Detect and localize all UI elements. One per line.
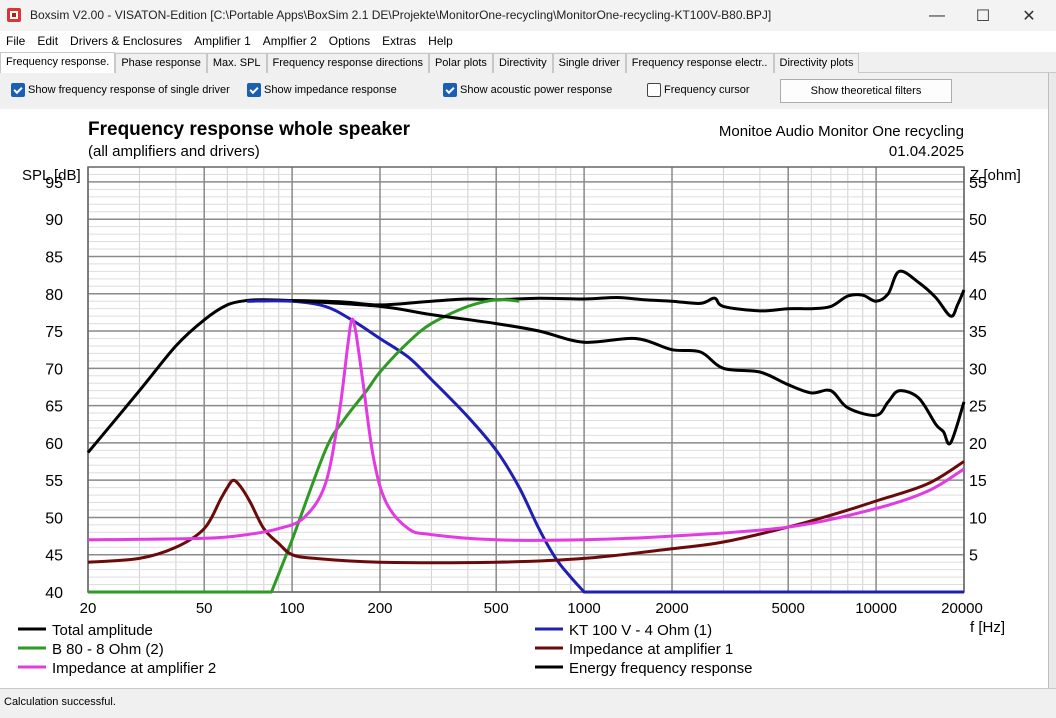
y-tick-right: 30 <box>969 361 987 378</box>
legend-label: B 80 - 8 Ohm (2) <box>52 641 164 658</box>
impedance-checkbox-label: Show impedance response <box>264 84 397 96</box>
acoustic-power-checkbox[interactable]: Show acoustic power response <box>443 83 612 97</box>
tab-frequency-response[interactable]: Frequency response. <box>0 52 116 74</box>
series-line-total-amplitude <box>86 269 966 454</box>
menu-help[interactable]: Help <box>428 34 453 48</box>
menu-amplifier-2[interactable]: Amplfier 2 <box>262 34 317 48</box>
tab-polar-plots[interactable]: Polar plots <box>428 53 493 73</box>
plot-frame <box>87 166 965 593</box>
x-tick: 1000 <box>567 600 600 617</box>
x-tick: 10000 <box>855 600 897 617</box>
x-tick: 500 <box>484 600 509 617</box>
menu-options[interactable]: Options <box>328 34 371 48</box>
tab-max-spl[interactable]: Max. SPL <box>206 53 267 73</box>
x-tick: 20000 <box>941 600 983 617</box>
y-tick-left: 80 <box>45 287 63 304</box>
y-tick-right: 5 <box>969 548 978 565</box>
tab-single-driver[interactable]: Single driver <box>552 53 626 73</box>
chart-title: Frequency response whole speaker <box>88 119 411 140</box>
x-axis-label: f [Hz] <box>970 619 1005 636</box>
y-tick-left: 55 <box>45 473 63 490</box>
tab-frequency-response-electr[interactable]: Frequency response electr.. <box>625 53 774 73</box>
y-tick-right: 35 <box>969 324 987 341</box>
tab-directivity[interactable]: Directivity <box>492 53 553 73</box>
title-bar: Boxsim V2.00 - VISATON-Edition [C:\Porta… <box>0 0 1056 31</box>
series-line-kt-100-v-4-ohm-1 <box>246 299 964 594</box>
legend-label: Impedance at amplifier 2 <box>52 660 216 677</box>
x-tick: 2000 <box>655 600 688 617</box>
checkbox-checked-icon <box>443 83 457 97</box>
x-tick: 5000 <box>772 600 805 617</box>
y-axis-left-label: SPL [dB] <box>22 167 81 184</box>
y-tick-right: 45 <box>969 249 987 266</box>
y-tick-right: 25 <box>969 399 987 416</box>
scrollbar-strip[interactable] <box>1048 73 1056 688</box>
checkbox-checked-icon <box>11 83 25 97</box>
menu-edit[interactable]: Edit <box>37 34 59 48</box>
checkbox-checked-icon <box>247 83 261 97</box>
legend-label: Impedance at amplifier 1 <box>569 641 733 658</box>
window-title: Boxsim V2.00 - VISATON-Edition [C:\Porta… <box>30 8 772 22</box>
x-tick: 50 <box>196 600 213 617</box>
tab-directivity-plots[interactable]: Directivity plots <box>773 53 860 73</box>
menu-extras[interactable]: Extras <box>382 34 417 48</box>
y-tick-left: 40 <box>45 585 63 602</box>
tab-bar: Frequency response. Phase response Max. … <box>0 52 1056 74</box>
tab-phase-response[interactable]: Phase response <box>115 53 207 73</box>
y-tick-right: 20 <box>969 436 987 453</box>
y-tick-left: 65 <box>45 399 63 416</box>
y-tick-right: 55 <box>969 175 987 192</box>
y-tick-left: 75 <box>45 324 63 341</box>
options-toolbar: Show frequency response of single driver… <box>0 73 1056 109</box>
legend-label: KT 100 V - 4 Ohm (1) <box>569 622 712 639</box>
y-tick-right: 40 <box>969 287 987 304</box>
status-bar: Calculation successful. <box>0 688 1056 718</box>
single-driver-checkbox-label: Show frequency response of single driver <box>28 84 230 96</box>
y-tick-left: 45 <box>45 548 63 565</box>
menu-amplifier-1[interactable]: Amplifier 1 <box>194 34 251 48</box>
legend-label: Total amplitude <box>52 622 153 639</box>
minimize-button[interactable]: — <box>929 6 945 24</box>
chart-subtitle: (all amplifiers and drivers) <box>88 143 260 160</box>
status-text: Calculation successful. <box>4 696 116 708</box>
series-line-impedance-at-amplifier-2 <box>87 317 965 542</box>
y-axis-right-label: Z [ohm] <box>970 167 1021 184</box>
legend-label: Energy frequency response <box>569 660 752 677</box>
y-tick-left: 95 <box>45 175 63 192</box>
close-button[interactable]: ✕ <box>1022 7 1036 25</box>
frequency-response-chart: Frequency response whole speaker (all am… <box>18 119 1021 677</box>
chart-area: Frequency response whole speaker (all am… <box>0 109 1048 688</box>
series-line-b-80-8-ohm-2 <box>88 297 520 594</box>
y-tick-left: 85 <box>45 249 63 266</box>
series-line-energy-frequency-response <box>291 299 966 446</box>
y-tick-right: 10 <box>969 510 987 527</box>
app-icon <box>7 8 21 22</box>
checkbox-unchecked-icon <box>647 83 661 97</box>
x-tick: 200 <box>367 600 392 617</box>
y-tick-right: 50 <box>969 212 987 229</box>
maximize-button[interactable]: ☐ <box>975 7 991 25</box>
menu-drivers-enclosures[interactable]: Drivers & Enclosures <box>70 34 183 48</box>
frequency-cursor-checkbox[interactable]: Frequency cursor <box>647 83 750 97</box>
single-driver-checkbox[interactable]: Show frequency response of single driver <box>11 83 230 97</box>
y-tick-left: 90 <box>45 212 63 229</box>
menu-bar: File Edit Drivers & Enclosures Amplifier… <box>0 31 1056 51</box>
acoustic-power-checkbox-label: Show acoustic power response <box>460 84 613 96</box>
project-name: Monitoe Audio Monitor One recycling <box>719 123 964 140</box>
y-tick-right: 15 <box>969 473 987 490</box>
impedance-checkbox[interactable]: Show impedance response <box>247 83 397 97</box>
menu-file[interactable]: File <box>6 34 26 48</box>
y-tick-left: 60 <box>45 436 63 453</box>
x-tick: 20 <box>80 600 97 617</box>
y-tick-left: 70 <box>45 361 63 378</box>
tab-frequency-response-directions[interactable]: Frequency response directions <box>266 53 429 73</box>
show-theoretical-filters-button[interactable]: Show theoretical filters <box>780 79 952 103</box>
frequency-cursor-checkbox-label: Frequency cursor <box>664 84 750 96</box>
x-tick: 100 <box>280 600 305 617</box>
project-date: 01.04.2025 <box>889 143 964 160</box>
y-tick-left: 50 <box>45 510 63 527</box>
